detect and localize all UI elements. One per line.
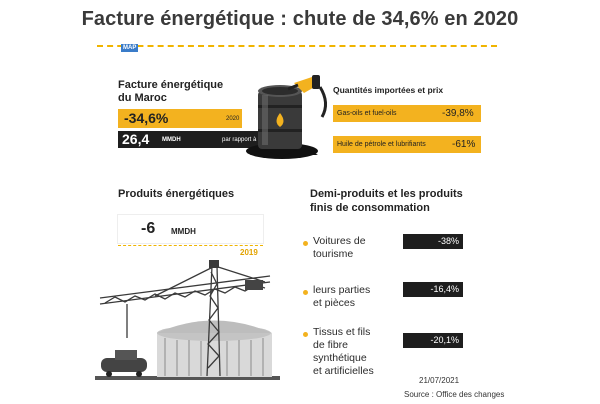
facture-label-line2: du Maroc (118, 92, 167, 104)
facture-pct-box (118, 109, 242, 128)
title-divider (97, 45, 497, 47)
demi-item-0-line-0: Voitures de (313, 235, 366, 247)
bullet-icon (303, 290, 308, 295)
quantites-item-label-0: Gas-oils et fuel-oils (337, 110, 397, 117)
quantites-item-value-1: -61% (452, 139, 476, 150)
bullet-icon (303, 241, 308, 246)
facture-amount-reference: par rapport à 2019 (222, 137, 272, 143)
quantites-title: Quantités importées et prix (333, 85, 444, 95)
facture-amount-value: 26,4 (122, 131, 150, 147)
oil-barrel-icon (246, 75, 327, 159)
demi-item-1-line-1: et pièces (313, 297, 356, 309)
map-logo: MAP (121, 44, 139, 52)
demi-item-label-1: leurs parties et pièces (313, 284, 393, 310)
demi-item-2-line-1: de fibre (313, 339, 349, 351)
facture-pct-value: -34,6% (124, 110, 169, 126)
bullet-icon (303, 332, 308, 337)
produits-divider (118, 245, 263, 246)
produits-year: 2019 (240, 248, 258, 257)
produits-unit: MMDH (171, 227, 196, 236)
quantites-row-box-1 (333, 136, 481, 153)
demi-produits-title-line1: Demi-produits et les produits (310, 188, 463, 200)
publication-date: 21/07/2021 (419, 376, 460, 385)
facture-pct-year: 2020 (226, 116, 240, 122)
facture-amount-unit: MMDH (162, 137, 181, 143)
demi-produits-title-line2: finis de consommation (310, 202, 430, 214)
source-note: Source : Office des changes (404, 390, 505, 399)
page-title: Facture énergétique : chute de 34,6% en … (81, 8, 519, 30)
demi-item-label-0: Voitures de tourisme (313, 235, 393, 261)
demi-item-2-line-0: Tissus et fils (313, 326, 371, 338)
demi-item-label-2: Tissus et fils de fibre synthétique et a… (313, 326, 393, 378)
demi-item-2-line-2: synthétique (313, 352, 367, 364)
facture-label: Facture énergétique du Maroc (118, 79, 248, 105)
demi-item-value-2: -20,1% (403, 333, 463, 348)
demi-item-value-0: -38% (403, 234, 463, 249)
quantites-item-value-0: -39,8% (442, 108, 474, 119)
demi-item-1-line-0: leurs parties (313, 284, 371, 296)
quantites-item-label-1: Huile de pétrole et lubrifiants (337, 141, 426, 148)
demi-produits-title: Demi-produits et les produits finis de c… (310, 187, 463, 215)
demi-item-2-line-3: et artificielles (313, 365, 374, 377)
facture-label-line1: Facture énergétique (118, 79, 224, 91)
facture-amount-box (118, 131, 276, 148)
quantites-row-box-0 (333, 105, 481, 122)
port-crane-illustration (95, 260, 280, 380)
demi-item-0-line-1: tourisme (313, 248, 354, 260)
demi-item-value-1: -16,4% (403, 282, 463, 297)
produits-title: Produits énergétiques (118, 188, 235, 200)
produits-value: -6 (141, 220, 156, 237)
produits-box (118, 215, 263, 243)
